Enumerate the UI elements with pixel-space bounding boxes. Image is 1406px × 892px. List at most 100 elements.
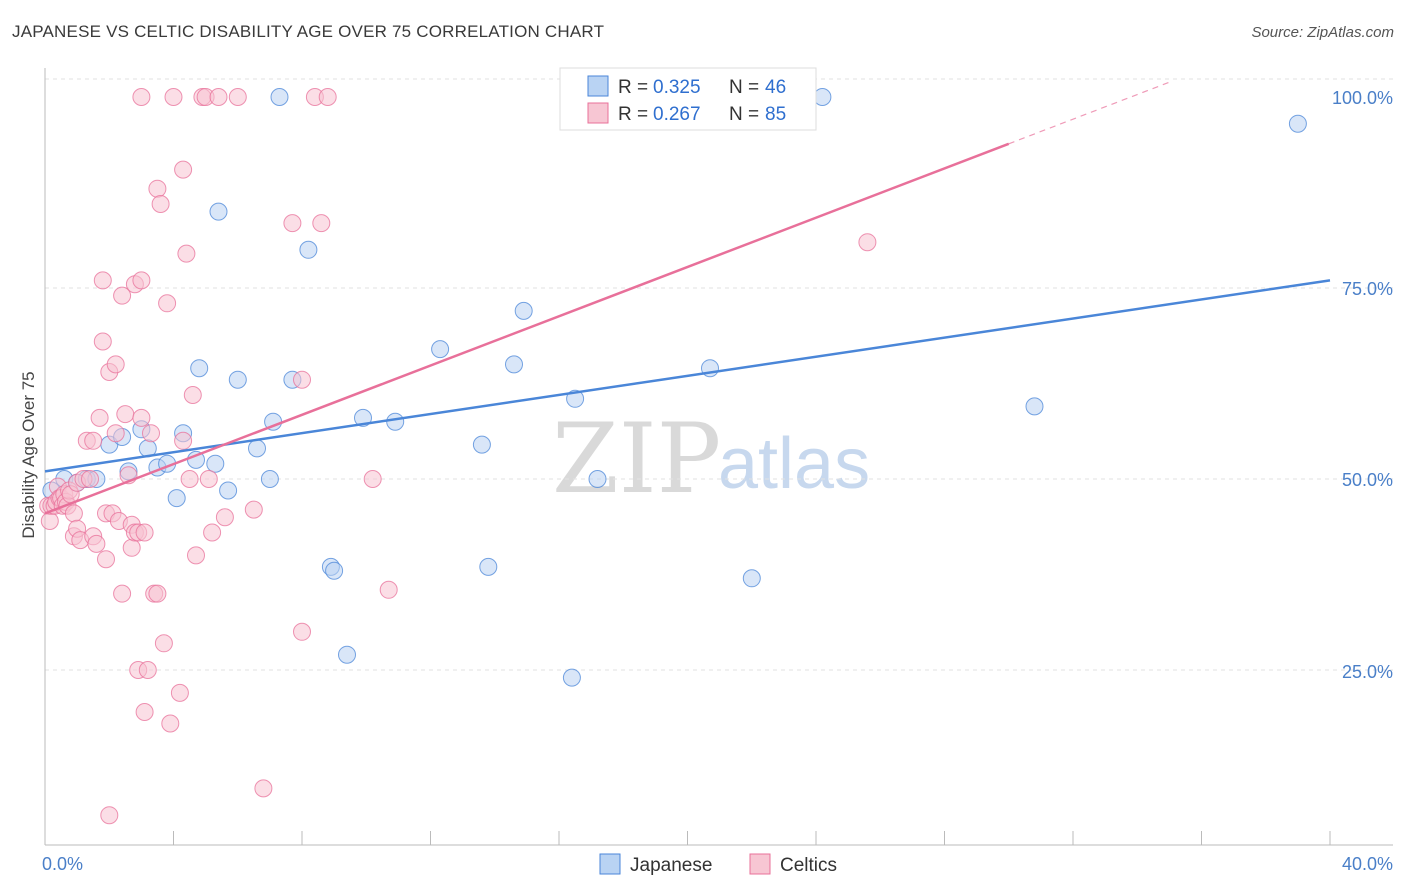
trend-lines: [44, 81, 1331, 515]
stats-legend: R = 0.325 N = 46 R = 0.267 N = 85: [559, 67, 817, 131]
celtics-trend-line: [44, 142, 1010, 515]
celtics-point: [138, 661, 157, 679]
chart-title: JAPANESE VS CELTIC DISABILITY AGE OVER 7…: [12, 22, 605, 41]
japanese-point: [566, 389, 585, 408]
celtics-point: [187, 546, 205, 565]
japanese-point: [228, 370, 247, 389]
celtics-point: [132, 88, 151, 106]
legend-r-label-japanese: R =: [618, 77, 648, 98]
celtics-point: [293, 622, 311, 641]
celtics-trend-extension: [1008, 81, 1171, 145]
celtics-point: [135, 703, 154, 721]
celtics-point: [84, 431, 103, 450]
japanese-point: [270, 88, 289, 106]
y-tick-100: 100.0%: [1332, 88, 1393, 108]
celtics-point: [209, 88, 228, 106]
x-tick-min: 0.0%: [42, 854, 83, 874]
japanese-point: [514, 301, 533, 320]
y-tick-75: 75.0%: [1342, 279, 1393, 299]
celtics-point: [363, 470, 382, 488]
celtics-point: [183, 386, 202, 404]
celtics-point: [148, 179, 167, 198]
celtics-point: [93, 271, 112, 290]
celtics-point: [318, 88, 337, 106]
celtics-point: [244, 500, 263, 519]
celtics-point: [215, 508, 234, 527]
celtics-point: [113, 286, 132, 305]
japanese-point: [299, 240, 318, 259]
celtics-point: [283, 214, 302, 233]
celtics-point: [93, 332, 112, 351]
series-legend-swatch-celtics: [749, 853, 771, 875]
japanese-point: [505, 355, 523, 374]
celtics-point: [90, 408, 109, 427]
celtics-point: [106, 424, 125, 443]
celtics-point: [177, 244, 196, 263]
legend-n-value-celtics: 85: [765, 104, 786, 125]
celtics-point: [122, 538, 141, 557]
celtics-point: [164, 88, 183, 106]
celtics-point: [170, 683, 189, 702]
gridlines: [45, 78, 1393, 671]
watermark-zip: ZIP: [552, 403, 721, 515]
japanese-trend-line: [44, 279, 1331, 473]
celtics-point: [135, 523, 154, 542]
japanese-point: [190, 359, 209, 378]
celtics-point: [203, 523, 222, 542]
celtics-point: [293, 370, 311, 389]
celtics-point: [87, 534, 106, 553]
watermark-atlas: atlas: [718, 424, 870, 504]
japanese-point: [386, 412, 405, 431]
legend-n-value-japanese: 46: [765, 77, 786, 98]
japanese-point: [209, 202, 228, 221]
celtics-point: [151, 195, 170, 213]
legend-r-label-celtics: R =: [618, 104, 648, 125]
japanese-point: [431, 340, 450, 359]
japanese-point: [472, 435, 491, 454]
x-tick-max: 40.0%: [1342, 854, 1393, 874]
celtics-point: [106, 355, 125, 374]
celtics-point: [161, 714, 180, 733]
legend-n-label-celtics: N =: [729, 104, 759, 125]
celtics-point: [81, 470, 99, 488]
y-axis-label: Disability Age Over 75: [19, 371, 38, 538]
series-legend: Japanese Celtics: [599, 853, 837, 876]
japanese-point: [338, 645, 356, 664]
japanese-point: [1288, 114, 1307, 133]
celtics-point: [174, 160, 193, 179]
celtics-point: [312, 214, 331, 233]
data-points: [39, 88, 1307, 825]
celtics-point: [379, 580, 398, 599]
celtics-point: [158, 294, 177, 313]
japanese-point: [206, 454, 225, 473]
series-legend-label-japanese: Japanese: [630, 855, 712, 876]
celtics-point: [40, 512, 59, 530]
x-axis-ticks: [44, 831, 1331, 845]
celtics-point: [228, 88, 247, 106]
legend-swatch-japanese: [587, 75, 609, 97]
legend-swatch-celtics: [587, 102, 609, 124]
series-legend-swatch-japanese: [599, 853, 621, 875]
series-legend-label-celtics: Celtics: [780, 855, 837, 876]
y-tick-25: 25.0%: [1342, 662, 1393, 682]
celtics-point: [148, 584, 167, 603]
celtics-point: [858, 233, 877, 252]
y-tick-50: 50.0%: [1342, 470, 1393, 490]
celtics-point: [174, 431, 193, 450]
celtics-point: [100, 806, 119, 825]
celtics-point: [97, 550, 115, 569]
celtics-point: [199, 470, 218, 488]
japanese-point: [1025, 397, 1044, 416]
japanese-point: [325, 561, 344, 580]
legend-n-label-japanese: N =: [729, 77, 759, 98]
celtics-point: [132, 408, 151, 427]
japanese-point: [588, 470, 607, 488]
celtics-point: [132, 271, 151, 290]
celtics-point: [116, 405, 135, 424]
japanese-point: [219, 481, 238, 500]
source-label: Source: ZipAtlas.com: [1251, 24, 1394, 41]
japanese-point: [354, 408, 372, 427]
celtics-point: [142, 424, 160, 443]
japanese-point: [562, 668, 581, 687]
